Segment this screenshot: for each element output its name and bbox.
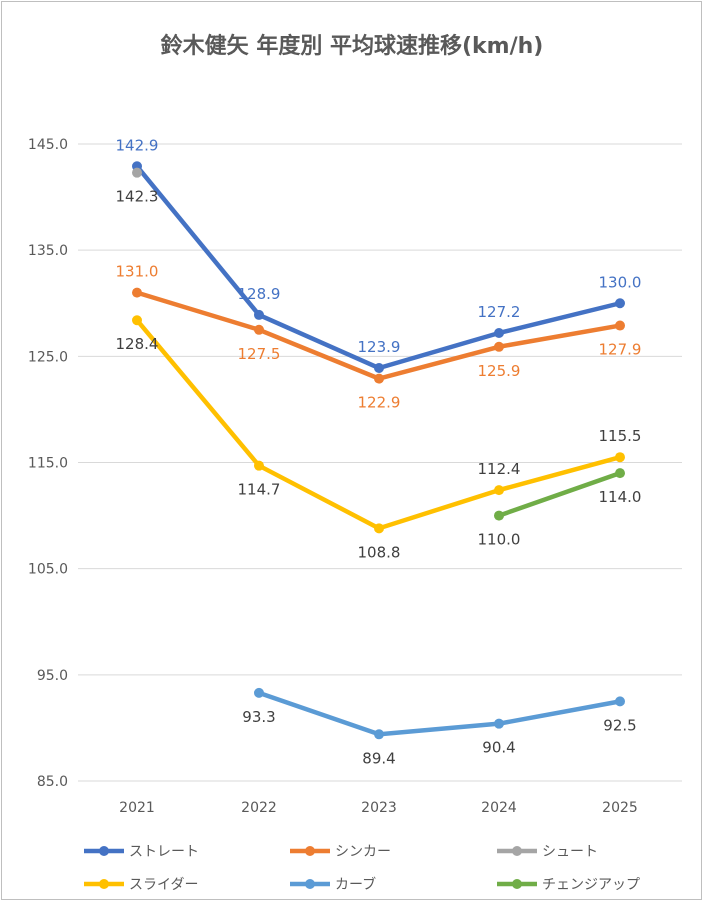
- data-label: 114.7: [238, 481, 281, 499]
- data-point: [374, 729, 384, 740]
- data-point: [615, 696, 625, 707]
- data-label: 110.0: [478, 531, 521, 549]
- data-label: 130.0: [599, 273, 642, 291]
- data-label: 128.4: [116, 335, 159, 353]
- legend-swatch-marker: [305, 846, 315, 856]
- legend-label: シンカー: [335, 844, 391, 860]
- legend-label: カーブ: [335, 876, 376, 893]
- x-axis: 2021 2022 2023 2024 2025: [119, 800, 638, 816]
- data-point: [132, 167, 142, 178]
- data-point: [615, 452, 625, 463]
- data-label: 127.5: [238, 345, 281, 363]
- data-label: 123.9: [358, 338, 401, 356]
- data-label: 90.4: [482, 739, 515, 757]
- x-tick-label: 2022: [241, 800, 277, 816]
- data-labels: 142.9 128.9 123.9 127.2 130.0 131.0 127.5 122.9…: [116, 136, 642, 767]
- data-label: 131.0: [116, 263, 159, 281]
- data-point: [494, 718, 504, 729]
- chart-title: 鈴木健矢 年度別 平均球速推移(km/h): [161, 33, 544, 59]
- data-label: 142.9: [116, 136, 159, 154]
- data-point: [374, 373, 384, 384]
- y-tick-label: 145.0: [28, 137, 68, 153]
- data-point: [494, 341, 504, 352]
- x-tick-label: 2024: [481, 800, 517, 816]
- data-label: 108.8: [358, 543, 401, 561]
- data-point: [494, 485, 504, 496]
- data-label: 89.4: [362, 749, 395, 767]
- gridlines: [78, 143, 682, 782]
- data-point: [494, 327, 504, 338]
- legend-swatch-marker: [305, 879, 315, 889]
- data-point: [615, 320, 625, 331]
- legend-label: チェンジアップ: [542, 877, 640, 893]
- data-label: 112.4: [478, 460, 521, 478]
- legend-swatch-marker: [99, 879, 109, 889]
- series-line: [256, 690, 623, 737]
- data-point: [494, 510, 504, 521]
- data-label: 93.3: [242, 708, 275, 726]
- data-point: [132, 287, 142, 298]
- y-tick-label: 105.0: [28, 562, 68, 578]
- legend-swatch-marker: [512, 879, 522, 889]
- series-group: [132, 161, 625, 740]
- data-label: 115.5: [599, 427, 642, 445]
- data-point: [374, 363, 384, 374]
- series-line: [496, 470, 623, 518]
- data-label: 122.9: [358, 394, 401, 412]
- y-tick-label: 85.0: [37, 774, 68, 790]
- x-tick-label: 2023: [361, 800, 397, 816]
- data-label: 128.9: [238, 285, 281, 303]
- y-tick-label: 125.0: [28, 349, 68, 365]
- data-point: [254, 309, 264, 320]
- y-axis: 145.0 135.0 125.0 115.0 105.0 95.0 85.0: [28, 137, 68, 790]
- data-label: 127.9: [599, 341, 642, 359]
- data-label: 125.9: [478, 362, 521, 380]
- data-point: [254, 687, 264, 698]
- y-tick-label: 115.0: [28, 456, 68, 472]
- data-label: 142.3: [116, 188, 159, 206]
- x-tick-label: 2021: [119, 800, 155, 816]
- y-tick-label: 135.0: [28, 243, 68, 259]
- data-point: [615, 468, 625, 479]
- data-label: 114.0: [599, 488, 642, 506]
- x-tick-label: 2025: [602, 800, 638, 816]
- data-label: 127.2: [478, 303, 521, 321]
- data-point: [374, 523, 384, 534]
- data-point: [615, 298, 625, 309]
- legend-label: ストレート: [129, 844, 199, 860]
- data-point: [132, 315, 142, 326]
- y-tick-label: 95.0: [37, 668, 68, 684]
- data-point: [254, 460, 264, 471]
- data-point: [254, 324, 264, 335]
- legend-swatch-marker: [512, 846, 522, 856]
- legend-swatch-marker: [99, 846, 109, 856]
- legend-label: スライダー: [129, 877, 198, 893]
- legend-label: シュート: [542, 844, 598, 860]
- data-label: 92.5: [603, 716, 636, 734]
